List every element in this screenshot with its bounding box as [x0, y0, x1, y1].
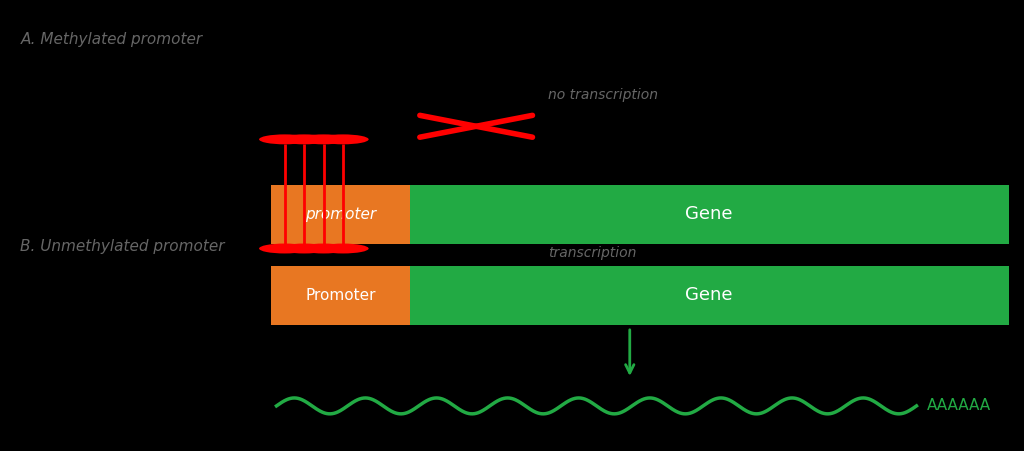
Text: A. Methylated promoter: A. Methylated promoter — [20, 32, 203, 46]
Bar — [271, 266, 410, 325]
Text: Promoter: Promoter — [305, 288, 376, 303]
Text: AAAAAA: AAAAAA — [927, 398, 991, 414]
Text: Gene: Gene — [685, 286, 733, 304]
Bar — [410, 266, 1009, 325]
Ellipse shape — [317, 134, 369, 144]
Ellipse shape — [279, 134, 330, 144]
Text: transcription: transcription — [548, 245, 636, 260]
Ellipse shape — [259, 244, 310, 253]
Ellipse shape — [298, 134, 349, 144]
Ellipse shape — [259, 134, 310, 144]
Ellipse shape — [279, 244, 330, 253]
Text: no transcription: no transcription — [548, 87, 657, 102]
Bar — [271, 185, 410, 244]
Text: B. Unmethylated promoter: B. Unmethylated promoter — [20, 239, 225, 254]
Text: Gene: Gene — [685, 205, 733, 223]
Ellipse shape — [317, 244, 369, 253]
Ellipse shape — [298, 244, 349, 253]
Text: promoter: promoter — [305, 207, 376, 222]
Bar — [410, 185, 1009, 244]
